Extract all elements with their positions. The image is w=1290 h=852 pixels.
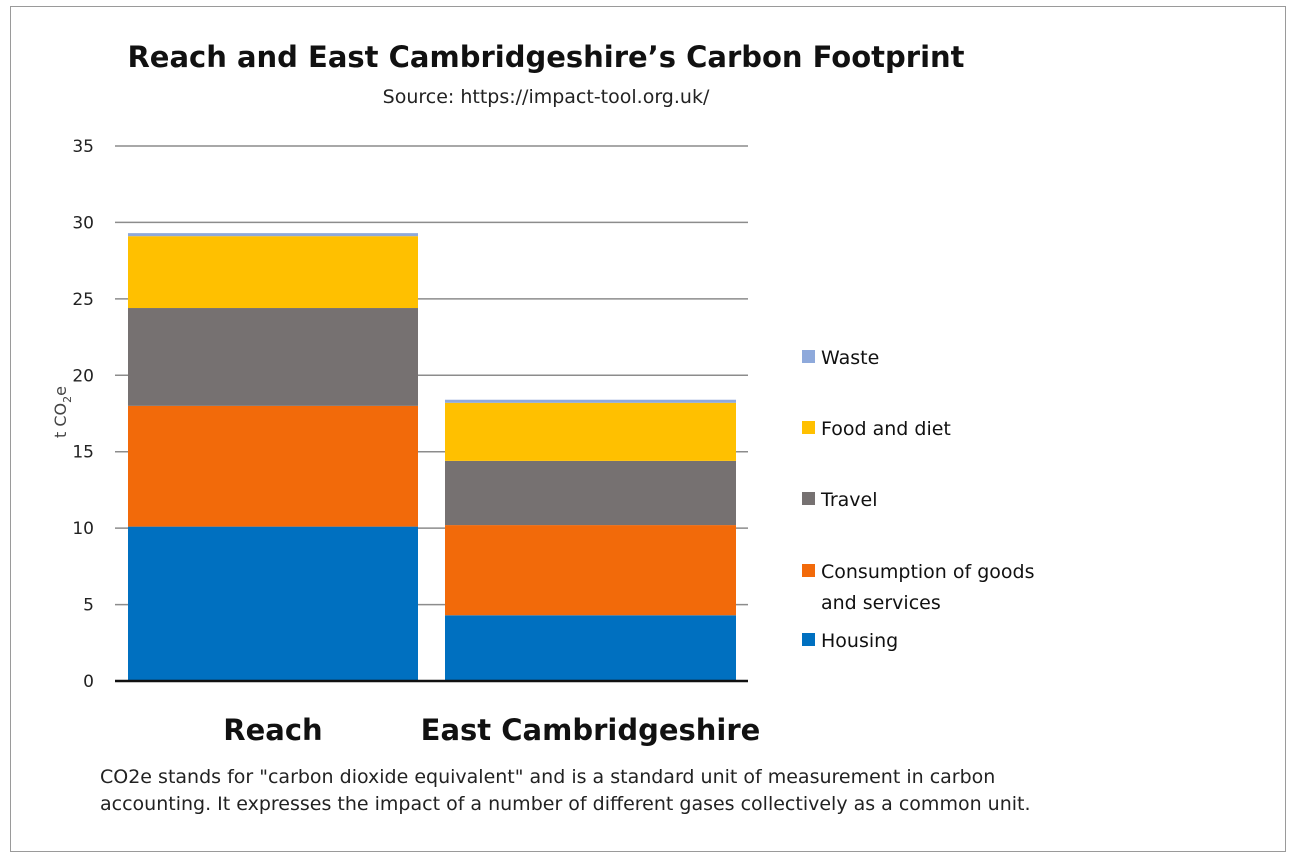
y-tick-label: 20 xyxy=(72,366,94,386)
legend-label: Housing xyxy=(821,630,898,652)
y-tick-label: 5 xyxy=(83,596,94,616)
y-tick-label: 25 xyxy=(72,290,94,310)
footnote: CO2e stands for "carbon dioxide equivale… xyxy=(100,764,1200,818)
legend: Waste Food and diet Travel Consumption of g… xyxy=(802,347,1035,652)
bar-segment-waste-1 xyxy=(445,399,736,403)
legend-label: Waste xyxy=(821,347,879,369)
footnote-line-1: CO2e stands for "carbon dioxide equivale… xyxy=(100,766,996,788)
y-tick-label: 0 xyxy=(83,672,94,692)
bar-segment-travel-0 xyxy=(128,308,418,406)
legend-swatch xyxy=(802,564,815,577)
x-axis-labels: Reach East Cambridgeshire xyxy=(223,713,760,747)
x-category-label: East Cambridgeshire xyxy=(421,713,761,747)
bar-segment-housing-0 xyxy=(128,526,418,681)
y-tick-label: 30 xyxy=(72,213,94,233)
y-tick-label: 10 xyxy=(72,519,94,539)
legend-label: Consumption of goods xyxy=(821,561,1035,583)
y-tick-label: 15 xyxy=(72,443,94,463)
chart-subtitle: Source: https://impact-tool.org.uk/ xyxy=(382,86,710,108)
bar-segment-food-and-diet-1 xyxy=(445,402,736,461)
stacked-bar-chart: 0 5 10 15 20 25 30 35 t CO2e Reach East Cambridg… xyxy=(51,137,1035,747)
legend-swatch xyxy=(802,492,815,505)
legend-label: and services xyxy=(821,592,941,614)
bar-segment-food-and-diet-0 xyxy=(128,236,418,309)
chart-title: Reach and East Cambridgeshire’s Carbon F… xyxy=(127,40,965,74)
bar-segment-consumption-of-goods-and-services-0 xyxy=(128,405,418,527)
footnote-line-2: accounting. It expresses the impact of a… xyxy=(100,793,1031,815)
legend-swatch xyxy=(802,350,815,363)
legend-swatch xyxy=(802,633,815,646)
y-axis-label: t CO2e xyxy=(51,386,74,438)
y-axis-ticks: 0 5 10 15 20 25 30 35 xyxy=(72,137,94,692)
bar-segment-travel-1 xyxy=(445,460,736,526)
bar-segment-housing-1 xyxy=(445,615,736,681)
x-category-label: Reach xyxy=(223,713,322,747)
bars xyxy=(128,233,736,681)
legend-label: Food and diet xyxy=(821,418,951,440)
y-tick-label: 35 xyxy=(72,137,94,157)
bar-segment-waste-0 xyxy=(128,233,418,237)
bar-segment-consumption-of-goods-and-services-1 xyxy=(445,525,736,616)
legend-label: Travel xyxy=(820,489,877,511)
legend-swatch xyxy=(802,421,815,434)
